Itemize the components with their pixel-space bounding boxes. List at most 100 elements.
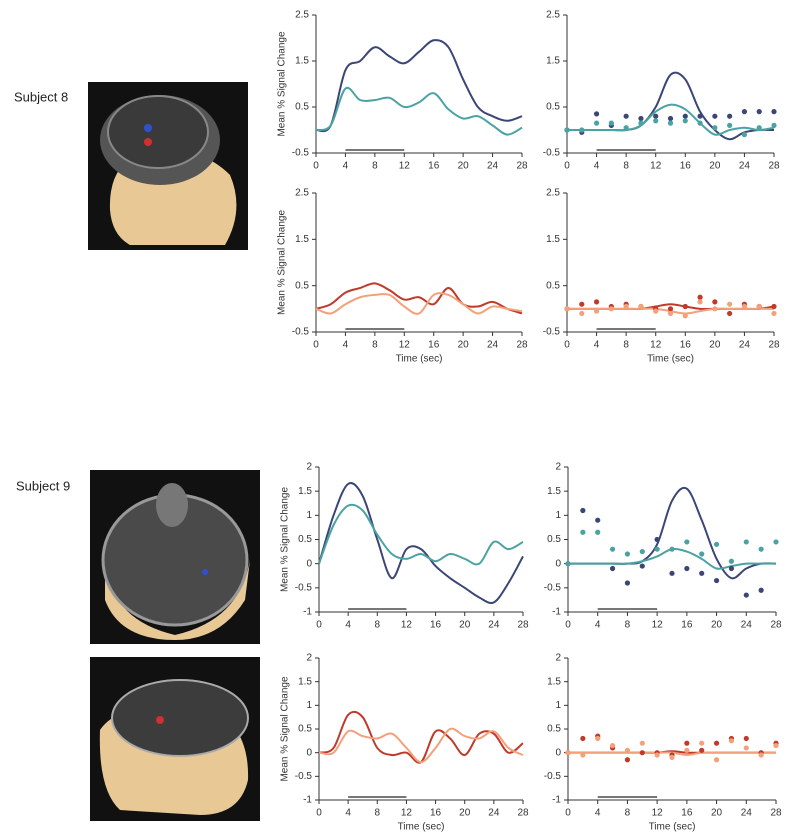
x-tick-label: 0: [316, 808, 322, 819]
y-tick-label: 2: [306, 653, 312, 664]
y-tick-label: 0: [555, 747, 561, 758]
data-point: [684, 539, 690, 545]
x-tick-label: 20: [711, 620, 723, 631]
x-tick-label: 24: [488, 620, 500, 631]
y-tick-label: 0.5: [295, 280, 309, 291]
y-tick-label: -0.5: [543, 148, 561, 159]
y-tick-label: 0.5: [546, 102, 560, 113]
data-point: [565, 561, 571, 567]
data-point: [699, 570, 705, 576]
data-point: [579, 310, 585, 317]
y-tick-label: 0: [306, 558, 312, 569]
x-tick-label: 20: [709, 161, 721, 172]
y-axis-label: Mean % Signal Change: [280, 676, 291, 782]
x-tick-label: 16: [680, 161, 692, 172]
x-tick-label: 20: [458, 161, 470, 172]
data-point: [653, 308, 659, 314]
data-point: [564, 127, 570, 133]
data-point: [771, 310, 777, 317]
data-point: [654, 752, 660, 758]
data-point: [728, 565, 735, 572]
x-tick-label: 12: [650, 161, 662, 172]
x-tick-label: 24: [739, 161, 751, 172]
x-tick-label: 8: [375, 620, 381, 631]
y-tick-label: 0: [555, 558, 561, 569]
data-point: [654, 536, 660, 543]
y-tick-label: 1.5: [546, 234, 560, 245]
data-point: [756, 303, 762, 310]
data-point: [758, 546, 764, 552]
y-tick-label: -1: [552, 607, 561, 618]
data-point: [712, 299, 718, 305]
data-point: [608, 306, 614, 312]
x-tick-label: 16: [430, 808, 442, 819]
x-tick-label: 20: [711, 808, 723, 819]
y-tick-label: 2: [306, 462, 312, 473]
x-tick-label: 16: [428, 161, 440, 172]
x-tick-label: 8: [372, 340, 378, 351]
data-point: [727, 310, 733, 317]
data-point: [639, 563, 645, 569]
data-point: [682, 118, 688, 124]
y-tick-label: 1: [306, 700, 312, 711]
data-point: [667, 115, 674, 122]
data-point: [699, 747, 705, 753]
x-tick-label: 12: [650, 340, 662, 351]
y-tick-label: 0.5: [547, 534, 561, 545]
x-tick-label: 4: [343, 340, 349, 351]
data-point: [595, 529, 601, 535]
y-tick-label: 0.5: [298, 724, 312, 735]
x-tick-label: 4: [345, 808, 351, 819]
y-tick-label: 1.5: [295, 234, 309, 245]
data-point: [593, 299, 600, 305]
data-line: [315, 39, 523, 133]
chart: -1-0.500.511.520 4 8 12 16 20 24 28: [544, 462, 782, 631]
y-tick-label: 0.5: [546, 280, 560, 291]
data-point: [565, 750, 571, 756]
data-point: [684, 747, 690, 753]
data-point: [667, 310, 674, 317]
data-point: [727, 122, 733, 128]
data-line: [315, 292, 523, 315]
chart: -0.5 0.5 1.5 2.5 0 4 8 12 16 20 24 28: [543, 10, 780, 172]
x-tick-label: 8: [372, 161, 378, 172]
y-tick-label: 1.5: [295, 56, 309, 67]
data-point: [741, 132, 748, 138]
x-tick-label: 8: [625, 620, 631, 631]
y-tick-label: 2.5: [546, 188, 560, 199]
y-tick-label: 2.5: [295, 188, 309, 199]
y-tick-label: -1: [303, 607, 312, 618]
x-tick-label: 24: [741, 620, 753, 631]
data-point: [580, 507, 586, 514]
subject-label: Subject 9: [16, 478, 70, 493]
data-point: [771, 122, 777, 128]
data-point: [624, 580, 631, 586]
data-point: [608, 120, 614, 126]
data-point: [771, 109, 777, 115]
data-point: [684, 740, 690, 746]
y-tick-label: -0.5: [544, 582, 562, 593]
data-point: [743, 735, 749, 742]
chart: -0.5 0.5 1.5 2.5 0 4 8 12 16 20 24 28 Time (sec): [543, 188, 780, 365]
x-tick-label: 28: [770, 620, 782, 631]
y-tick-label: -0.5: [292, 327, 310, 338]
x-tick-label: 20: [459, 808, 471, 819]
data-point: [682, 113, 688, 119]
x-axis-label: Time (sec): [649, 822, 696, 833]
x-tick-label: 24: [488, 808, 500, 819]
x-tick-label: 12: [399, 161, 411, 172]
x-tick-label: 8: [623, 340, 629, 351]
data-point: [713, 541, 720, 547]
data-point: [699, 551, 705, 557]
data-point: [743, 539, 749, 545]
x-tick-label: 0: [564, 161, 570, 172]
data-line: [315, 86, 523, 136]
x-tick-label: 28: [516, 340, 528, 351]
data-point: [564, 306, 570, 312]
x-tick-label: 16: [428, 340, 440, 351]
y-tick-label: 0.5: [547, 724, 561, 735]
data-point: [773, 742, 779, 749]
data-line: [318, 503, 524, 566]
